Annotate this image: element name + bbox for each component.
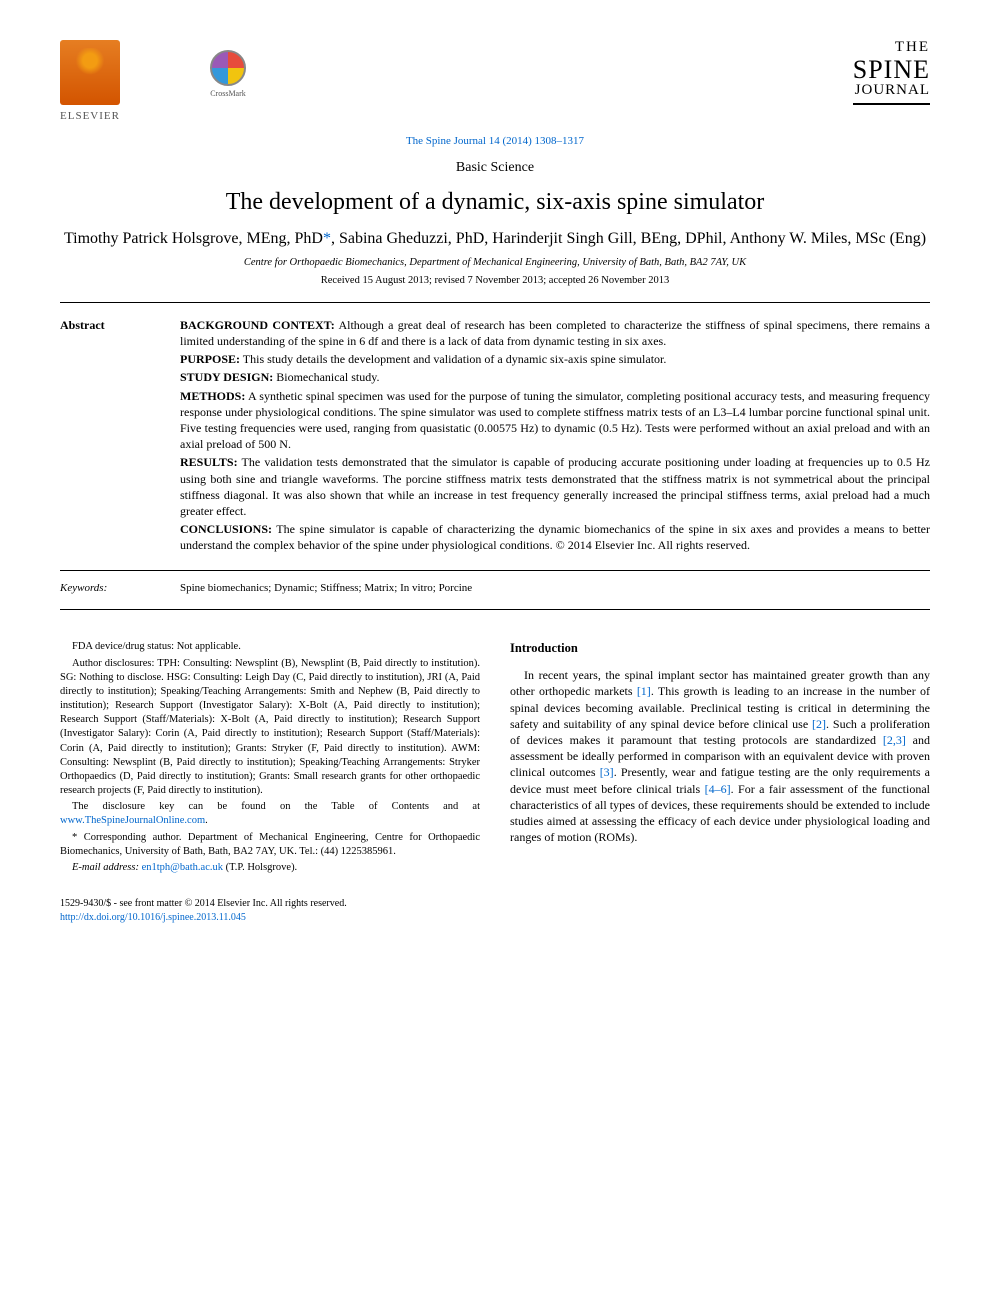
- introduction-body: In recent years, the spinal implant sect…: [510, 667, 930, 845]
- crossmark-text: CrossMark: [210, 89, 246, 100]
- abs-design: STUDY DESIGN: Biomechanical study.: [180, 369, 930, 385]
- article-dates: Received 15 August 2013; revised 7 Novem…: [60, 274, 930, 288]
- affiliation: Centre for Orthopaedic Biomechanics, Dep…: [60, 256, 930, 270]
- journal-spine: SPINE: [853, 56, 930, 83]
- cite-3[interactable]: [2,3]: [883, 733, 906, 747]
- disclosure-key-post: .: [205, 815, 208, 826]
- email-label: E-mail address:: [72, 862, 142, 873]
- abs-methods: METHODS: A synthetic spinal specimen was…: [180, 388, 930, 453]
- journal-logo: THE SPINE JOURNAL: [853, 40, 930, 105]
- abs-design-text: Biomechanical study.: [276, 370, 379, 384]
- fda-status: FDA device/drug status: Not applicable.: [60, 640, 480, 654]
- introduction-column: Introduction In recent years, the spinal…: [510, 640, 930, 877]
- abs-conclusions-label: CONCLUSIONS:: [180, 522, 272, 536]
- abstract-block: Abstract BACKGROUND CONTEXT: Although a …: [60, 317, 930, 556]
- corresponding-author: * Corresponding author. Department of Me…: [60, 831, 480, 859]
- article-title: The development of a dynamic, six-axis s…: [60, 186, 930, 218]
- cite-1[interactable]: [1]: [637, 684, 651, 698]
- keywords-body: Spine biomechanics; Dynamic; Stiffness; …: [180, 581, 472, 596]
- email-line: E-mail address: en1tph@bath.ac.uk (T.P. …: [60, 861, 480, 875]
- abstract-body: BACKGROUND CONTEXT: Although a great dea…: [180, 317, 930, 556]
- divider: [60, 609, 930, 610]
- introduction-heading: Introduction: [510, 640, 930, 657]
- journal-journal: JOURNAL: [853, 83, 930, 99]
- elsevier-tree-icon: [60, 40, 120, 105]
- corresponding-star-icon: *: [323, 230, 331, 247]
- author-disclosures: Author disclosures: TPH: Consulting: New…: [60, 657, 480, 799]
- header-left: ELSEVIER CrossMark: [60, 40, 246, 124]
- abs-results: RESULTS: The validation tests demonstrat…: [180, 454, 930, 519]
- issn-line: 1529-9430/$ - see front matter © 2014 El…: [60, 897, 930, 911]
- abs-conclusions-text: The spine simulator is capable of charac…: [180, 522, 930, 552]
- elsevier-text: ELSEVIER: [60, 109, 120, 124]
- disclosure-key-pre: The disclosure key can be found on the T…: [72, 801, 480, 812]
- doi-link[interactable]: http://dx.doi.org/10.1016/j.spinee.2013.…: [60, 911, 930, 925]
- email-link[interactable]: en1tph@bath.ac.uk: [142, 862, 223, 873]
- abs-background-label: BACKGROUND CONTEXT:: [180, 318, 335, 332]
- abstract-label: Abstract: [60, 317, 150, 556]
- authors-text: Timothy Patrick Holsgrove, MEng, PhD*, S…: [64, 230, 926, 247]
- keywords-label: Keywords:: [60, 581, 150, 596]
- crossmark-badge[interactable]: CrossMark: [210, 50, 246, 100]
- abs-results-label: RESULTS:: [180, 455, 238, 469]
- abs-purpose: PURPOSE: This study details the developm…: [180, 351, 930, 367]
- abs-results-text: The validation tests demonstrated that t…: [180, 455, 930, 518]
- cite-2[interactable]: [2]: [812, 717, 826, 731]
- page-footer: 1529-9430/$ - see front matter © 2014 El…: [60, 897, 930, 924]
- abs-purpose-text: This study details the development and v…: [243, 352, 667, 366]
- divider: [60, 570, 930, 571]
- cite-5[interactable]: [4–6]: [705, 782, 731, 796]
- divider: [60, 302, 930, 303]
- abs-background: BACKGROUND CONTEXT: Although a great dea…: [180, 317, 930, 349]
- elsevier-logo: ELSEVIER: [60, 40, 120, 124]
- header-row: ELSEVIER CrossMark THE SPINE JOURNAL: [60, 40, 930, 124]
- email-post: (T.P. Holsgrove).: [223, 862, 297, 873]
- crossmark-icon: [210, 50, 246, 86]
- journal-the: THE: [853, 40, 930, 56]
- abs-methods-text: A synthetic spinal specimen was used for…: [180, 389, 930, 452]
- authors: Timothy Patrick Holsgrove, MEng, PhD*, S…: [60, 228, 930, 250]
- cite-4[interactable]: [3]: [600, 765, 614, 779]
- disclosure-key: The disclosure key can be found on the T…: [60, 800, 480, 828]
- lower-columns: FDA device/drug status: Not applicable. …: [60, 640, 930, 877]
- disclosure-key-link[interactable]: www.TheSpineJournalOnline.com: [60, 815, 205, 826]
- article-type: Basic Science: [60, 159, 930, 178]
- abs-purpose-label: PURPOSE:: [180, 352, 240, 366]
- keywords-row: Keywords: Spine biomechanics; Dynamic; S…: [60, 581, 930, 596]
- abs-methods-label: METHODS:: [180, 389, 245, 403]
- abs-conclusions: CONCLUSIONS: The spine simulator is capa…: [180, 521, 930, 553]
- footnotes-column: FDA device/drug status: Not applicable. …: [60, 640, 480, 877]
- abs-design-label: STUDY DESIGN:: [180, 370, 273, 384]
- citation-line: The Spine Journal 14 (2014) 1308–1317: [60, 134, 930, 149]
